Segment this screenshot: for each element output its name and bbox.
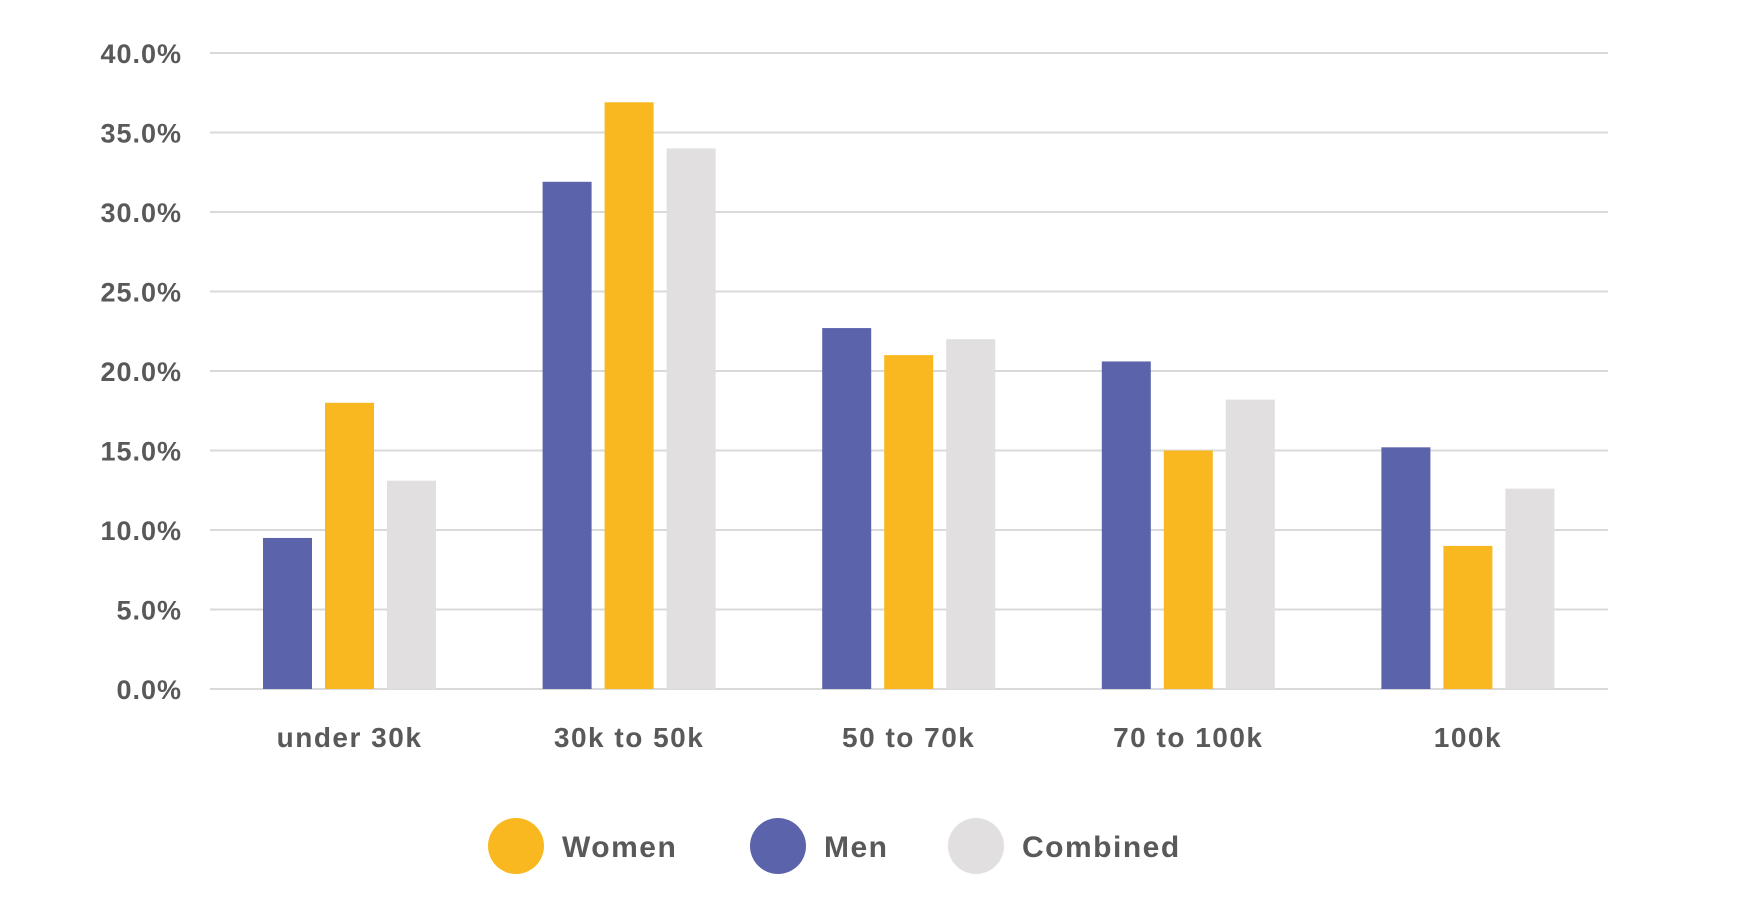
y-tick-label: 20.0% bbox=[100, 357, 182, 387]
bar-women-4 bbox=[1163, 450, 1213, 689]
legend-label-men: Men bbox=[824, 831, 889, 864]
bar-women-5 bbox=[1443, 545, 1493, 689]
y-tick-label: 0.0% bbox=[116, 675, 182, 705]
bar-men-5 bbox=[1381, 447, 1431, 689]
y-tick-label: 40.0% bbox=[100, 39, 182, 69]
bar-women-3 bbox=[884, 355, 934, 689]
bars bbox=[263, 102, 1555, 690]
x-category-label: 100k bbox=[1434, 722, 1502, 753]
bar-women-1 bbox=[325, 402, 374, 689]
legend-swatch-combined bbox=[948, 818, 1004, 874]
y-tick-label: 15.0% bbox=[100, 437, 182, 467]
x-category-label: 50 to 70k bbox=[842, 722, 975, 753]
x-category-label: 70 to 100k bbox=[1113, 722, 1263, 753]
y-tick-label: 35.0% bbox=[100, 119, 182, 149]
x-category-label: 30k to 50k bbox=[554, 722, 704, 753]
bar-combined-3 bbox=[946, 339, 996, 689]
y-tick-label: 10.0% bbox=[100, 516, 182, 546]
legend-label-women: Women bbox=[562, 831, 677, 864]
legend-swatch-women bbox=[488, 818, 544, 874]
x-category-label: under 30k bbox=[277, 722, 423, 753]
bar-women-2 bbox=[604, 102, 654, 690]
bar-combined-4 bbox=[1225, 399, 1275, 689]
bar-men-1 bbox=[263, 537, 312, 689]
bar-men-4 bbox=[1101, 361, 1151, 689]
legend-label-combined: Combined bbox=[1022, 831, 1181, 864]
legend: Women Men Combined bbox=[488, 818, 1181, 874]
y-tick-label: 5.0% bbox=[116, 596, 182, 626]
bar-men-3 bbox=[822, 328, 872, 689]
bar-combined-1 bbox=[387, 480, 436, 689]
y-axis-tick-labels: 0.0% 5.0% 10.0% 15.0% 20.0% 25.0% 30.0% 35.0% 40… bbox=[100, 39, 182, 705]
x-axis-category-labels: under 30k 30k to 50k 50 to 70k 70 to 100k 10… bbox=[277, 722, 1502, 753]
bar-combined-5 bbox=[1505, 488, 1555, 689]
y-tick-label: 25.0% bbox=[100, 278, 182, 308]
y-tick-label: 30.0% bbox=[100, 198, 182, 228]
bar-combined-2 bbox=[666, 148, 716, 689]
legend-swatch-men bbox=[750, 818, 806, 874]
bar-men-2 bbox=[542, 181, 592, 690]
